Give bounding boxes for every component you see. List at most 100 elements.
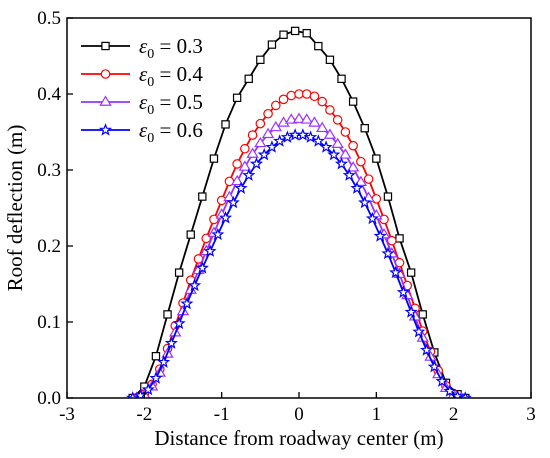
data-point bbox=[267, 40, 277, 49]
data-point bbox=[203, 244, 217, 257]
data-point bbox=[358, 195, 372, 209]
data-point bbox=[404, 305, 418, 318]
y-tick-label: 0.3 bbox=[37, 160, 61, 181]
data-point bbox=[348, 140, 358, 151]
data-point bbox=[126, 391, 140, 398]
x-tick-label: -2 bbox=[136, 404, 152, 425]
data-point bbox=[412, 324, 426, 338]
y-tick-label: 0.2 bbox=[37, 236, 61, 257]
data-point bbox=[174, 268, 184, 277]
data-point bbox=[188, 278, 202, 292]
data-point bbox=[157, 355, 171, 368]
data-point bbox=[406, 268, 416, 277]
data-point bbox=[151, 352, 161, 361]
data-point bbox=[325, 105, 335, 115]
data-point bbox=[301, 89, 312, 99]
legend-label: ε0 = 0.3 bbox=[139, 34, 203, 62]
data-point bbox=[249, 157, 264, 170]
data-point bbox=[396, 285, 410, 298]
data-point bbox=[346, 161, 360, 172]
data-point bbox=[255, 118, 266, 129]
legend-item-3: ε0 = 0.5 bbox=[81, 90, 203, 118]
data-point bbox=[314, 41, 323, 51]
data-point bbox=[230, 174, 244, 186]
data-point bbox=[279, 30, 288, 39]
data-point bbox=[186, 230, 195, 239]
x-tick-label: 3 bbox=[526, 404, 536, 425]
data-point bbox=[198, 192, 207, 201]
legend-item-2: ε0 = 0.4 bbox=[81, 62, 203, 90]
data-point bbox=[164, 336, 178, 349]
data-point bbox=[300, 113, 313, 124]
legend-label: ε0 = 0.5 bbox=[139, 90, 203, 118]
data-point bbox=[280, 130, 294, 143]
data-point bbox=[331, 137, 344, 148]
data-point bbox=[172, 316, 186, 330]
data-point bbox=[211, 227, 225, 241]
data-point bbox=[99, 95, 112, 106]
data-point bbox=[373, 229, 387, 242]
legend-item-4: ε0 = 0.6 bbox=[81, 118, 203, 146]
data-point bbox=[340, 127, 351, 137]
x-tick-label: -1 bbox=[214, 404, 230, 425]
series-line bbox=[132, 29, 466, 398]
data-point bbox=[273, 134, 287, 147]
data-point bbox=[292, 112, 306, 123]
data-point bbox=[389, 265, 403, 279]
data-point bbox=[98, 123, 113, 136]
data-point bbox=[302, 29, 311, 38]
data-point bbox=[395, 234, 404, 243]
data-point bbox=[180, 296, 194, 310]
series-line bbox=[132, 134, 466, 398]
data-point bbox=[218, 210, 233, 224]
data-point bbox=[339, 148, 352, 159]
series-1 bbox=[128, 26, 470, 398]
data-point bbox=[261, 127, 275, 139]
series-3 bbox=[132, 112, 466, 398]
data-point bbox=[420, 343, 434, 356]
legend: ε0 = 0.3ε0 = 0.4ε0 = 0.5ε0 = 0.6 bbox=[81, 34, 203, 146]
y-axis-title: Roof deflection (m) bbox=[3, 125, 27, 292]
data-point bbox=[458, 391, 472, 398]
data-point bbox=[238, 160, 252, 171]
data-point bbox=[332, 115, 343, 125]
data-point bbox=[337, 74, 346, 83]
data-point bbox=[234, 181, 248, 194]
y-tick-label: 0.5 bbox=[37, 8, 61, 29]
data-point bbox=[319, 140, 333, 153]
data-point bbox=[244, 74, 253, 83]
data-point bbox=[270, 100, 281, 111]
x-tick-label: 2 bbox=[449, 404, 459, 425]
data-point bbox=[342, 168, 356, 181]
data-point bbox=[265, 140, 279, 153]
y-tick-label: 0.0 bbox=[37, 388, 61, 409]
data-point bbox=[232, 159, 242, 169]
data-point bbox=[386, 235, 397, 246]
data-point bbox=[263, 108, 273, 119]
data-point bbox=[435, 374, 449, 387]
data-point bbox=[141, 382, 155, 396]
data-point bbox=[296, 128, 310, 141]
data-point bbox=[232, 93, 242, 102]
data-point bbox=[256, 55, 265, 65]
data-point bbox=[247, 130, 258, 140]
x-tick-label: 1 bbox=[372, 404, 382, 425]
data-point bbox=[350, 181, 364, 194]
x-tick-label: 0 bbox=[294, 404, 304, 425]
data-point bbox=[365, 211, 380, 225]
data-point bbox=[311, 134, 325, 147]
data-point bbox=[356, 156, 366, 167]
data-point bbox=[246, 147, 259, 158]
x-axis-title: Distance from roadway center (m) bbox=[154, 426, 443, 450]
y-tick-label: 0.4 bbox=[37, 84, 61, 105]
data-point bbox=[327, 147, 341, 161]
legend-label: ε0 = 0.4 bbox=[139, 62, 203, 90]
data-point bbox=[317, 96, 327, 107]
series-4 bbox=[126, 128, 472, 398]
data-point bbox=[221, 120, 230, 129]
data-point bbox=[363, 174, 374, 184]
data-point bbox=[348, 97, 358, 106]
data-point bbox=[309, 91, 320, 102]
data-point bbox=[443, 384, 457, 397]
